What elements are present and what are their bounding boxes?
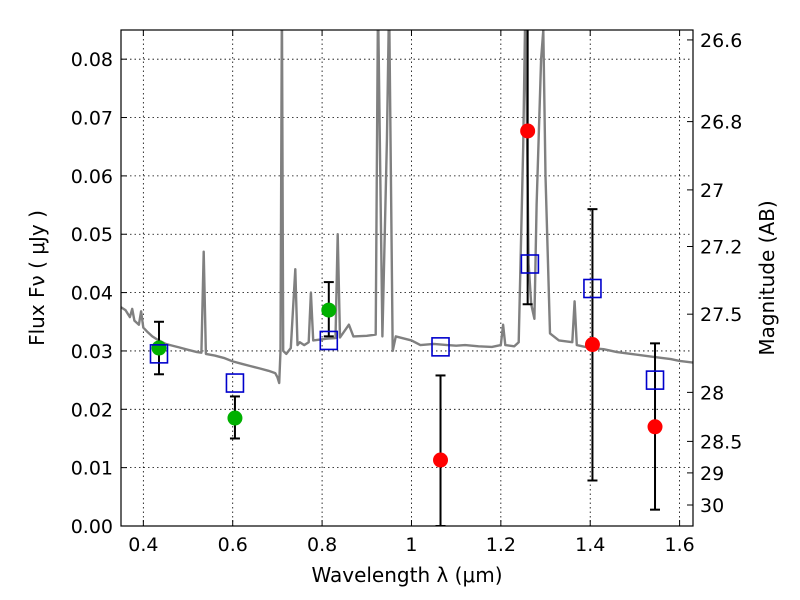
y-tick-label: 0.00 (71, 516, 113, 538)
x-tick-label: 1 (405, 534, 417, 556)
data-layer (121, 30, 693, 526)
right-tick-label: 26.8 (700, 112, 742, 134)
axes: 0.4 0.6 0.8 1 1.2 1.4 1.6 0.00 0.01 0.02 0.03 0.04 0… (71, 30, 743, 556)
model-point (645, 370, 665, 390)
right-tick-label: 30 (700, 495, 724, 517)
x-tick-label: 0.8 (307, 534, 337, 556)
x-tick-label: 0.4 (128, 534, 158, 556)
y-tick-label: 0.07 (71, 108, 113, 130)
observed-point (151, 340, 167, 356)
x-tick-label: 0.6 (218, 534, 248, 556)
observed-point (433, 452, 449, 468)
grid (121, 30, 693, 527)
x-tick-label: 1.2 (486, 534, 516, 556)
model-point (225, 373, 245, 393)
right-tick-label: 27 (700, 180, 724, 202)
observed-point (227, 410, 243, 426)
observed-point (584, 337, 600, 353)
x-tick-label: 1.4 (575, 534, 605, 556)
y-tick-label: 0.03 (71, 341, 113, 363)
model-spectrum-line (121, 30, 693, 385)
observed-point (647, 419, 663, 435)
plot-frame (120, 29, 694, 527)
x-tick-label: 1.6 (664, 534, 694, 556)
y-tick-label: 0.01 (71, 458, 113, 480)
right-axis-title: Magnitude (AB) (755, 200, 779, 355)
right-tick-label: 27.2 (700, 236, 742, 258)
model-point (431, 337, 450, 357)
model-point (583, 278, 602, 299)
right-tick-label: 27.5 (700, 304, 742, 326)
right-tick-label: 28.5 (700, 431, 742, 453)
y-tick-label: 0.02 (71, 399, 113, 421)
model-point (319, 330, 339, 351)
y-tick-label: 0.08 (71, 49, 113, 71)
observed-point (321, 302, 337, 318)
right-tick-label: 28 (700, 382, 724, 404)
model-point (149, 344, 169, 364)
y-tick-label: 0.04 (71, 283, 113, 305)
model-point (520, 254, 540, 274)
right-tick-label: 26.6 (700, 30, 742, 52)
y-axis-title: Flux Fν ( μJy ) (25, 210, 49, 346)
y-tick-label: 0.06 (71, 166, 113, 188)
y-tick-label: 0.05 (71, 224, 113, 246)
right-tick-label: 29 (700, 463, 724, 485)
x-axis-title: Wavelength λ (μm) (311, 563, 502, 587)
observed-point (520, 123, 536, 139)
